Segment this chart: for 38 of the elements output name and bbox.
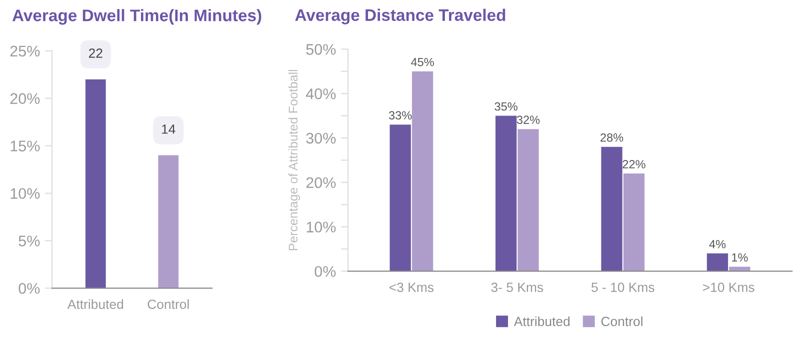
y-tick-label: 40% [306,88,336,100]
y-tick-label: 0% [314,266,336,277]
y-tick-label: 15% [10,140,40,152]
y-tick-label: 25% [10,46,40,57]
bar [412,71,434,272]
bar [706,253,728,272]
x-tick-label: 5 - 10 Kms [591,282,654,292]
bar [623,174,645,272]
chart-title: Average Distance Traveled [295,8,506,24]
legend-label: Control [601,316,642,326]
chart-title: Average Dwell Time(In Minutes) [12,9,262,25]
legend-label: Attributed [514,316,570,326]
y-tick-label: 10% [10,188,40,199]
data-label: 28% [600,133,624,142]
y-tick-label: 5% [18,236,40,246]
bar [495,116,517,272]
bar [601,146,622,272]
data-label: 14 [162,124,176,134]
y-tick-label: 50% [306,44,336,55]
data-label: 4% [709,240,726,248]
data-label: 33% [388,111,412,120]
x-tick-label: >10 Kms [703,282,754,292]
data-label: 1% [732,253,748,262]
y-tick-label: 10% [306,222,336,232]
y-axis-title: Percentage of Attributed Football [288,70,300,250]
y-tick-label: 20% [10,93,40,104]
x-tick-label: <3 Kms [390,282,434,292]
bar [390,124,411,272]
x-tick-label: 3- 5 Kms [491,282,544,292]
y-tick-label: 30% [306,132,336,144]
data-label: 45% [410,58,434,66]
data-label: 32% [516,116,540,124]
data-label: 22% [622,160,646,168]
data-label: 22 [88,48,102,58]
y-tick-label: 20% [306,177,336,188]
data-label: 35% [494,102,518,111]
bar [518,129,539,272]
y-tick-label: 0% [18,283,40,294]
